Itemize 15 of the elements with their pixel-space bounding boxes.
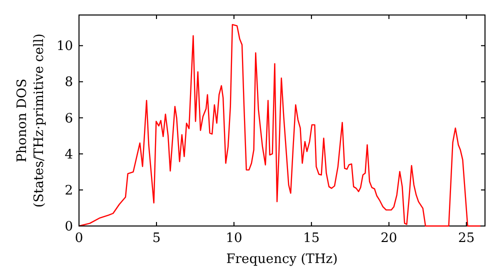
y-axis-title: Phonon DOS (States/THz·primitive cell) <box>15 33 47 208</box>
line-series <box>78 24 481 227</box>
y-tick-label: 4 <box>64 147 73 162</box>
x-axis-title: Frequency (THz) <box>226 252 338 267</box>
x-tick-label: 5 <box>152 231 161 246</box>
x-tick-label: 20 <box>380 231 398 246</box>
y-tick-label: 2 <box>64 183 73 198</box>
y-tick-label: 8 <box>64 75 73 90</box>
y-tick-label: 0 <box>64 220 73 234</box>
x-tick-label: 15 <box>303 231 320 246</box>
y-tick-label: 6 <box>64 111 73 126</box>
x-tick-label: 25 <box>458 231 475 246</box>
y-tick-label: 10 <box>56 39 73 54</box>
x-tick-label: 10 <box>226 231 242 246</box>
x-tick-label: 0 <box>74 231 84 246</box>
